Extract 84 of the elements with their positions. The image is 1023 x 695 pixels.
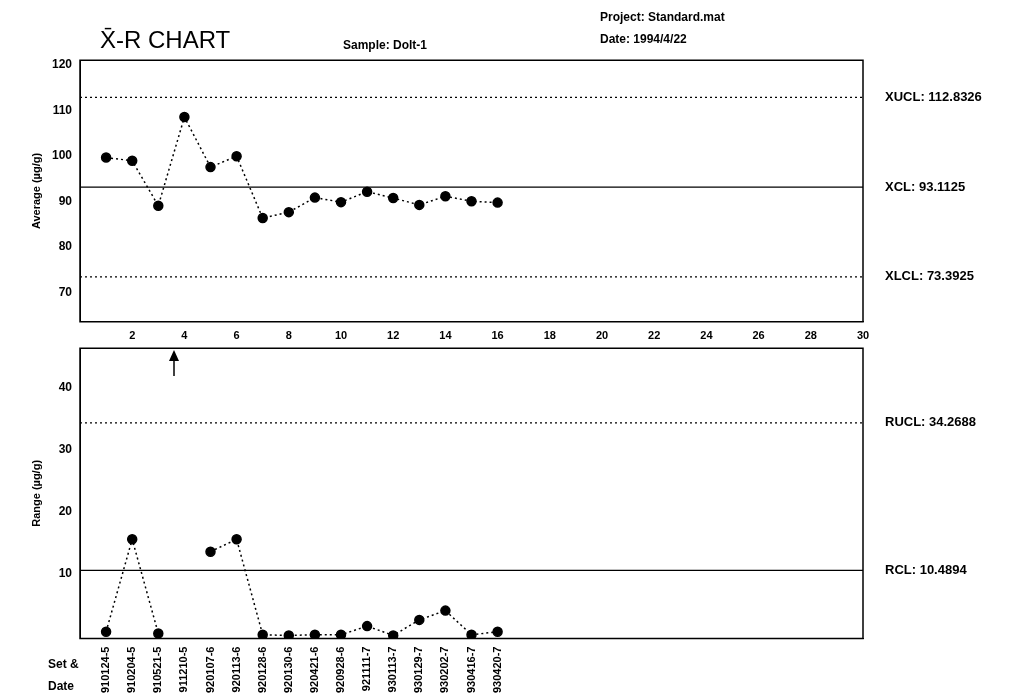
x-tick-label: 910521-5 xyxy=(151,646,164,694)
x-tick-label: 910204-5 xyxy=(125,646,138,694)
x-tick-label: 6 xyxy=(233,329,240,342)
x-tick-label: 4 xyxy=(181,329,189,342)
point xyxy=(387,630,399,639)
point xyxy=(335,196,347,208)
point xyxy=(126,534,138,545)
y-tick-label: 80 xyxy=(58,239,73,254)
point xyxy=(179,111,190,123)
chart-subtitle: Sample: Dolt-1 xyxy=(343,38,428,52)
point xyxy=(309,192,321,203)
point xyxy=(100,152,112,163)
point xyxy=(335,629,347,639)
x-tick-label: 26 xyxy=(752,329,765,342)
x-tick-label: 910124-5 xyxy=(99,646,112,694)
point xyxy=(231,150,242,162)
y-tick-label: 40 xyxy=(58,379,73,394)
x-tick-label: 920107-6 xyxy=(203,646,216,694)
point xyxy=(205,546,216,557)
x-tick-label: 911210-5 xyxy=(177,646,190,693)
y-tick-label: 110 xyxy=(52,102,73,117)
text: Date: 1994/4/22 xyxy=(600,32,687,46)
ref-line-label: XUCL: 112.8326 xyxy=(885,88,982,104)
y-tick-label: 100 xyxy=(51,148,73,163)
chart-title: X̄-R CHART xyxy=(100,26,231,54)
point xyxy=(414,614,425,626)
point xyxy=(492,626,503,637)
point xyxy=(361,186,373,197)
point xyxy=(100,626,112,637)
x-tick-label: 30 xyxy=(856,329,870,342)
x-tick-label: 16 xyxy=(491,329,504,342)
x-tick-label: 930420-7 xyxy=(490,646,503,694)
x-tick-label: 930416-7 xyxy=(464,646,477,694)
x-axis-title: Set & Date xyxy=(48,656,80,695)
x-tick-label: 18 xyxy=(543,329,556,342)
point xyxy=(414,199,425,211)
y-axis-title: Range (µg/g) xyxy=(29,459,42,527)
x-tick-label: 920130-6 xyxy=(281,646,294,694)
y-tick-label: 10 xyxy=(58,565,73,580)
y-tick-label: 20 xyxy=(58,503,73,518)
point xyxy=(153,628,164,639)
y-tick-label: 120 xyxy=(51,57,73,72)
point xyxy=(309,629,321,639)
point xyxy=(153,200,164,212)
point xyxy=(283,630,295,639)
y-tick-label: 30 xyxy=(58,441,73,456)
point xyxy=(466,195,477,207)
y-axis-title: Average (µg/g) xyxy=(29,152,42,230)
point xyxy=(361,620,373,632)
x-tick-label: 920128-6 xyxy=(255,646,268,694)
x-tick-label: 14 xyxy=(439,329,453,342)
point xyxy=(126,155,138,166)
point xyxy=(205,161,216,173)
x-tick-label: 920421-6 xyxy=(307,646,320,694)
point xyxy=(440,605,451,616)
x-tick-label: 12 xyxy=(387,329,400,342)
x-tick-label: 20 xyxy=(595,329,609,342)
x-tick-label: 920113-6 xyxy=(229,646,242,693)
x-tick-label: 10 xyxy=(334,329,348,342)
point xyxy=(257,212,268,224)
x-tick-label: 24 xyxy=(700,329,714,342)
point xyxy=(440,190,451,202)
point xyxy=(283,206,295,218)
x-tick-label: 930129-7 xyxy=(412,646,425,694)
ref-line-label: XCL: 93.1125 xyxy=(885,178,966,194)
x-tick-label: 930113-7 xyxy=(386,646,399,693)
x-tick-label: 921111-7 xyxy=(360,646,373,692)
text: Project: Standard.mat xyxy=(600,10,725,24)
y-tick-label: 70 xyxy=(58,284,73,299)
y-tick-label: 90 xyxy=(58,193,73,208)
x-tick-label: 930202-7 xyxy=(438,646,451,694)
x-tick-label: 28 xyxy=(804,329,817,342)
point xyxy=(257,629,268,639)
ref-line-label: RUCL: 34.2688 xyxy=(885,414,977,430)
x-tick-label: 920928-6 xyxy=(334,646,347,694)
point xyxy=(387,192,399,204)
point xyxy=(492,197,503,208)
ref-line-label: XLCL: 73.3925 xyxy=(885,268,974,284)
point xyxy=(466,629,477,639)
x-tick-label: 2 xyxy=(129,329,136,342)
point xyxy=(231,534,242,545)
ref-line-label: RCL: 10.4894 xyxy=(885,561,968,577)
x-tick-label: 22 xyxy=(648,329,661,342)
x-tick-label: 8 xyxy=(285,329,292,342)
